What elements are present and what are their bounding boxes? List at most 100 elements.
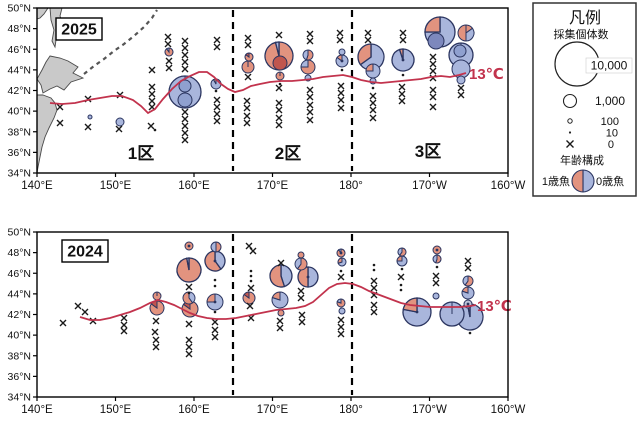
zero-catch-x-mark (164, 33, 172, 41)
zero-catch-x-mark (275, 84, 283, 92)
pie-circle (177, 92, 193, 108)
pie-slice (206, 293, 224, 311)
lon-tick-label: 160°W (491, 180, 526, 192)
station-pie (275, 71, 285, 81)
pie-circle (277, 309, 285, 317)
lon-tick-label: 160°E (178, 180, 210, 192)
zero-catch-x-mark (148, 97, 156, 105)
station-pie (432, 245, 442, 255)
zero-catch-x-mark (337, 96, 345, 104)
zero-catch-x-mark (56, 119, 64, 127)
zero-catch-x-mark (457, 84, 465, 92)
zero-catch-x-mark (245, 242, 253, 250)
station-pie (402, 297, 432, 327)
small-catch-dot (249, 269, 253, 273)
legend-dot-10 (568, 131, 572, 134)
small-catch-dot (214, 89, 218, 93)
small-catch-dot (371, 86, 375, 90)
legend-count-label: 10,000 (591, 59, 628, 73)
zero-catch-x-mark (306, 37, 314, 45)
zero-catch-x-mark (337, 82, 345, 90)
zero-catch-x-mark (213, 96, 221, 104)
zero-catch-x-mark (181, 129, 189, 137)
lon-tick-label: 160°W (491, 404, 526, 416)
station-pie (462, 275, 474, 287)
station-pie (432, 292, 440, 300)
zero-catch-x-mark (399, 29, 407, 37)
zero-catch-x-mark (432, 272, 440, 280)
zero-catch-x-mark (398, 90, 406, 98)
zero-catch-x-mark (337, 273, 345, 281)
small-catch-dot (213, 278, 217, 282)
isotherm-13c-line (49, 71, 467, 115)
pie-slice (365, 63, 374, 72)
zero-catch-x-mark (429, 103, 437, 111)
pie-slice (461, 286, 475, 300)
landmass (37, 8, 49, 20)
pie-slice (462, 275, 469, 286)
pie-slice (204, 250, 222, 272)
zero-catch-x-mark (247, 284, 255, 292)
zero-catch-x-mark (337, 330, 345, 338)
zero-catch-x-mark (429, 53, 437, 61)
pie-center-dot (213, 259, 217, 263)
station-pie (269, 264, 293, 288)
year-box (61, 239, 109, 263)
legend-count-label: 10 (606, 128, 618, 140)
zero-catch-x-mark (297, 294, 305, 302)
lat-tick-label: 50°N (8, 227, 31, 239)
zero-catch-x-mark (181, 115, 189, 123)
lat-tick-label: 42°N (8, 85, 31, 97)
zero-catch-x-mark (120, 314, 128, 322)
zero-catch-x-mark (185, 336, 193, 344)
legend-circle-1000 (562, 93, 578, 109)
zero-catch-x-mark (59, 319, 67, 327)
zero-catch-x-mark (275, 106, 283, 114)
small-catch-dot (249, 274, 253, 278)
station-pie (176, 257, 202, 283)
station-pie (182, 291, 196, 305)
zero-catch-x-mark (336, 36, 344, 44)
station-pie (297, 251, 305, 259)
zero-catch-x-mark (152, 336, 160, 344)
zero-catch-x-mark (243, 104, 251, 112)
station-marks (56, 29, 465, 144)
zero-catch-x-mark (147, 122, 155, 130)
station-pie (210, 78, 222, 90)
zero-catch-x-mark (429, 67, 437, 75)
station-pie (184, 241, 194, 251)
zero-catch-x-mark (369, 99, 377, 107)
lat-tick-label: 46°N (8, 268, 31, 280)
pie-slice (271, 291, 289, 309)
zero-catch-x-mark (185, 350, 193, 358)
zero-catch-x-mark (243, 97, 251, 105)
zero-catch-x-mark (120, 327, 128, 335)
pie-slice (464, 275, 474, 287)
station-pie (432, 254, 442, 264)
station-pie (439, 301, 465, 327)
zero-catch-x-mark (364, 29, 372, 37)
lat-tick-label: 48°N (8, 247, 31, 259)
station-pie (271, 291, 289, 309)
landmass (37, 55, 85, 94)
zero-catch-x-mark (464, 264, 472, 272)
year-label: 2024 (67, 244, 103, 261)
zero-catch-x-mark (213, 117, 221, 125)
station-pie (242, 291, 256, 305)
zero-catch-x-mark (165, 57, 173, 65)
legend-age1-label: 1歳魚 (542, 175, 570, 188)
lon-tick-label: 170°E (257, 180, 289, 192)
pie-center-dot (213, 300, 217, 304)
zero-catch-x-mark (185, 283, 193, 291)
zero-catch-x-mark (370, 301, 378, 309)
station-pie (164, 47, 174, 57)
zero-catch-x-mark (164, 40, 172, 48)
station-pie (206, 293, 224, 311)
pie-slice (398, 48, 404, 61)
zero-catch-x-mark (337, 104, 345, 112)
pie-slice (245, 52, 250, 58)
zero-catch-x-mark (370, 277, 378, 285)
zero-catch-x-mark (81, 308, 89, 316)
zero-catch-x-mark (276, 317, 284, 325)
zero-catch-x-mark (337, 316, 345, 324)
